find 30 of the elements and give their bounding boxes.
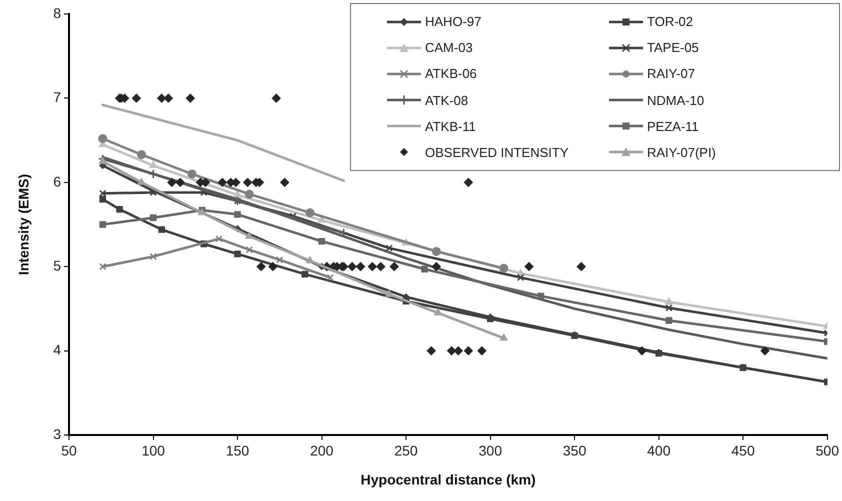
legend-label: TOR-02 bbox=[647, 14, 693, 30]
legend-label: NDMA-10 bbox=[647, 92, 704, 108]
x-tick-label: 100 bbox=[142, 442, 166, 458]
legend-label: ATKB-06 bbox=[425, 66, 477, 82]
legend-label: HAHO-97 bbox=[425, 14, 482, 30]
legend-label: RAIY-07 bbox=[647, 66, 695, 82]
x-tick-label: 50 bbox=[61, 442, 77, 458]
legend-label: RAIY-07(PI) bbox=[647, 144, 716, 160]
legend-label: CAM-03 bbox=[425, 40, 473, 56]
y-tick-label: 4 bbox=[53, 342, 62, 358]
x-tick-label: 250 bbox=[394, 442, 418, 458]
legend-label: OBSERVED INTENSITY bbox=[425, 144, 569, 160]
x-tick-label: 300 bbox=[478, 442, 502, 458]
x-tick-label: 450 bbox=[731, 442, 755, 458]
x-tick-label: 350 bbox=[562, 442, 586, 458]
x-tick-label: 200 bbox=[310, 442, 334, 458]
y-tick-label: 6 bbox=[53, 173, 62, 190]
y-tick-label: 5 bbox=[53, 257, 62, 274]
y-tick-label: 7 bbox=[53, 89, 62, 106]
x-axis-title: Hypocentral distance (km) bbox=[360, 471, 536, 488]
y-axis-title: Intensity (EMS) bbox=[15, 174, 32, 276]
x-tick-label: 400 bbox=[647, 442, 671, 458]
y-tick-label: 3 bbox=[53, 426, 62, 442]
legend-label: ATKB-11 bbox=[425, 118, 476, 134]
legend-label: ATK-08 bbox=[425, 92, 468, 108]
y-tick-label: 8 bbox=[53, 4, 62, 21]
x-tick-label: 150 bbox=[226, 442, 250, 458]
legend-label: TAPE-05 bbox=[647, 40, 699, 56]
x-tick-label: 500 bbox=[816, 442, 840, 458]
legend-label: PEZA-11 bbox=[647, 118, 699, 134]
